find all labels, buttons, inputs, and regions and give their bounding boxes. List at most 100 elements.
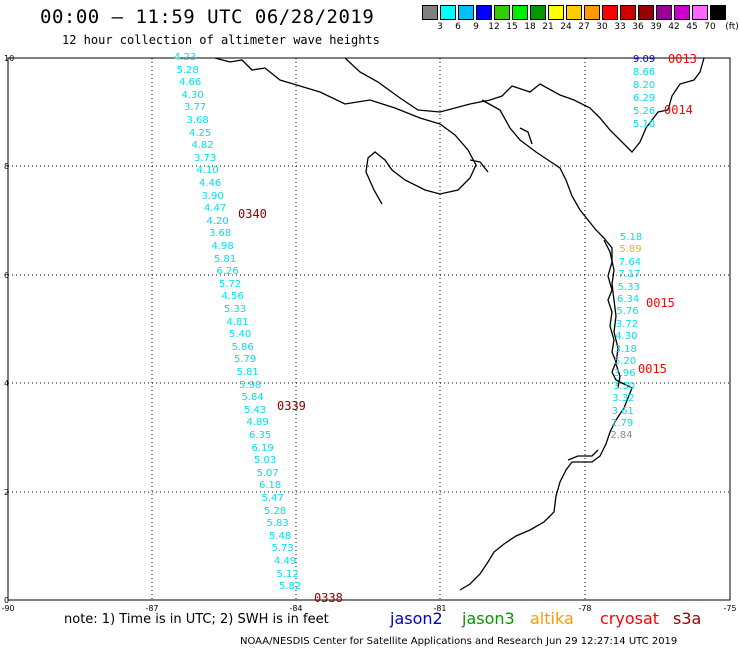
pass-time-label: 0338 [314, 591, 343, 605]
wave-height-label: 3.72 [615, 318, 639, 330]
x-axis-label: -84 [289, 604, 302, 613]
wave-height-label: 5.86 [231, 341, 254, 353]
wave-height-label: 5.03 [254, 455, 277, 467]
wave-height-label: 5.76 [616, 306, 639, 318]
wave-height-label: 4.82 [191, 140, 214, 152]
wave-height-label: 5.12 [276, 568, 299, 580]
legend-tick-label: 27 [578, 22, 590, 32]
legend-tick-label: 39 [650, 22, 662, 32]
wave-height-label: 6.29 [633, 93, 656, 104]
wave-height-label: 6.19 [251, 442, 274, 454]
legend-swatch [602, 5, 618, 20]
legend-swatch [440, 5, 456, 20]
credit-line: NOAA/NESDIS Center for Satellite Applica… [240, 636, 678, 647]
coastline [214, 57, 705, 591]
y-axis-label: 6 [4, 271, 9, 280]
legend-tick-label: 3 [437, 22, 443, 32]
wave-height-label: 5.07 [256, 467, 279, 479]
legend-tick-label: 24 [560, 22, 572, 32]
wave-height-label: 3.68 [209, 228, 232, 240]
wave-height-label: 3.30 [612, 380, 636, 392]
wave-height-label: 4.81 [226, 316, 249, 328]
wave-height-label: 3.18 [614, 343, 637, 355]
wave-height-label: 5.43 [244, 404, 267, 416]
legend-tick-label: 70 [704, 22, 716, 32]
wave-height-label: 3.32 [612, 393, 635, 405]
wave-height-label: 6.26 [216, 266, 239, 278]
chart-subtitle: 12 hour collection of altimeter wave hei… [62, 33, 380, 47]
wave-height-label: 5.72 [219, 278, 242, 290]
wave-height-label: 4.98 [211, 241, 234, 252]
y-axis-label: 8 [4, 162, 9, 171]
legend-swatch [710, 5, 726, 20]
wave-height-label: 4.20 [206, 215, 229, 227]
wave-height-label: 5.73 [271, 543, 294, 555]
legend-tick-label: 33 [614, 22, 626, 32]
wave-height-label: 6.34 [617, 294, 640, 305]
wave-height-label: 9.09 [633, 54, 656, 65]
wave-height-label: 5.33 [617, 281, 640, 293]
legend-swatch [512, 5, 528, 20]
wave-height-label: 7.64 [618, 256, 642, 268]
legend-swatch [494, 5, 510, 20]
legend-swatch [476, 5, 492, 20]
x-axis-label: -78 [578, 604, 591, 613]
pass-time-label: 0339 [277, 399, 306, 413]
legend-tick-label: 21 [542, 22, 554, 32]
wave-height-label: 5.83 [266, 518, 289, 530]
chart-title: 00:00 – 11:59 UTC 06/28/2019 [40, 6, 375, 28]
wave-height-label: 3.90 [201, 190, 224, 202]
legend-tick-label: 18 [524, 22, 536, 32]
pass-time-label: 0015 [638, 362, 667, 376]
satellite-legend-jason3: jason3 [462, 609, 515, 628]
x-axis-label: -90 [1, 604, 14, 613]
pass-time-label: 0013 [668, 52, 697, 66]
wave-height-label: 3.77 [184, 102, 207, 114]
wave-height-label: 5.81 [236, 367, 259, 378]
wave-height-label: 3.68 [186, 115, 209, 126]
legend-tick-label: 42 [668, 22, 680, 32]
wave-height-label: 5.33 [224, 304, 247, 315]
wave-height-label: 4.30 [181, 89, 204, 101]
x-axis-label: -75 [723, 604, 736, 613]
wave-height-label: 4.47 [204, 203, 227, 215]
wave-height-label: 4.10 [196, 165, 219, 177]
wave-height-label: 4.56 [221, 291, 244, 303]
wave-height-label: 2.79 [611, 418, 634, 429]
wave-height-label: 8.20 [633, 80, 656, 91]
legend-swatch [692, 5, 708, 20]
wave-height-label: 8.66 [633, 67, 656, 78]
wave-height-label: 5.18 [620, 232, 643, 243]
wave-height-label: 5.20 [614, 356, 637, 367]
wave-height-label: 4.46 [199, 178, 222, 189]
wave-height-label: 4.23 [174, 52, 197, 63]
legend-swatch [458, 5, 474, 20]
wave-height-label: 4.25 [189, 127, 212, 139]
color-legend: 3 6 9 12 15 18 21 24 27 30 33 36 39 42 45 70 (ft) [422, 5, 739, 35]
footer-note: note: 1) Time is in UTC; 2) SWH is in fe… [64, 612, 329, 627]
legend-tick-label: 15 [506, 22, 518, 32]
satellite-legend-jason2: jason2 [390, 609, 443, 628]
wave-height-label: 5.81 [214, 253, 237, 265]
wave-height-label: 4.49 [274, 556, 297, 567]
wave-height-label: 6.18 [259, 480, 282, 492]
legend-tick-label: 6 [455, 22, 461, 32]
map-frame [7, 57, 731, 601]
legend-swatch [674, 5, 690, 20]
pass-time-label: 0014 [664, 103, 693, 117]
legend-swatch [422, 5, 438, 20]
legend-swatch [620, 5, 636, 20]
satellite-legend-s3a: s3a [673, 609, 702, 628]
legend-swatch [530, 5, 546, 20]
legend-tick-label: 36 [632, 22, 644, 32]
wave-height-label: 5.48 [269, 530, 292, 542]
legend-swatch [584, 5, 600, 20]
legend-swatch [638, 5, 654, 20]
wave-height-label: 5.10 [633, 119, 656, 130]
wave-height-label: 3.96 [613, 368, 636, 380]
wave-height-label: 4.66 [179, 77, 202, 89]
pass-time-label: 0015 [646, 296, 675, 310]
wave-height-label: 5.40 [229, 329, 252, 341]
wave-height-label: 7.17 [618, 269, 641, 281]
map-grid [8, 58, 730, 600]
